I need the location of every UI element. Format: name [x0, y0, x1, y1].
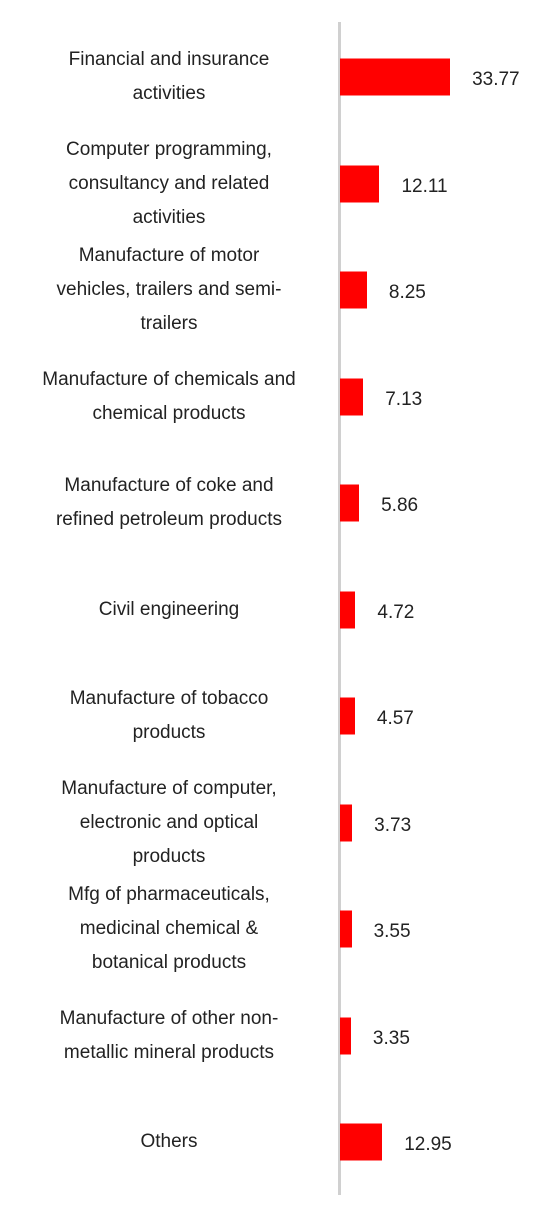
value-label: 33.77 — [472, 69, 520, 90]
axis-line — [338, 22, 341, 1195]
value-label: 3.55 — [373, 921, 411, 942]
bar — [340, 378, 364, 415]
value-label: 4.57 — [376, 708, 414, 729]
category-label: Others — [140, 1131, 198, 1152]
category-label: Manufacture of other non- metallic miner… — [59, 1007, 279, 1063]
category-label: Civil engineering — [98, 598, 240, 620]
bar — [340, 1123, 383, 1161]
category-label: Mfg of pharmaceuticals, medicinal chemic… — [68, 884, 270, 973]
value-label: 4.72 — [377, 601, 415, 623]
bar — [340, 484, 360, 522]
category-label: Manufacture of motor vehicles, trailers … — [56, 245, 282, 334]
value-label: 3.73 — [374, 814, 412, 836]
bar — [340, 1017, 351, 1054]
bar — [340, 271, 367, 309]
category-label: Computer programming, consultancy and re… — [66, 138, 272, 228]
category-label: Manufacture of coke and refined petroleu… — [55, 475, 282, 530]
value-label: 7.13 — [385, 388, 423, 410]
value-label: 12.11 — [401, 175, 448, 197]
bar — [340, 165, 380, 202]
value-label: 3.35 — [372, 1027, 410, 1049]
category-label: Manufacture of tobacco products — [69, 688, 269, 743]
value-label: 8.25 — [388, 282, 426, 303]
category-label: Manufacture of computer, electronic and … — [61, 777, 277, 867]
bar — [340, 804, 353, 841]
bar — [340, 697, 355, 735]
category-label: Financial and insurance activities — [68, 49, 270, 104]
value-label: 5.86 — [381, 495, 419, 516]
value-label: 12.95 — [404, 1134, 452, 1155]
bar — [340, 591, 356, 628]
bar — [340, 58, 451, 96]
category-label: Manufacture of chemicals and chemical pr… — [42, 368, 296, 424]
bar — [340, 910, 352, 948]
